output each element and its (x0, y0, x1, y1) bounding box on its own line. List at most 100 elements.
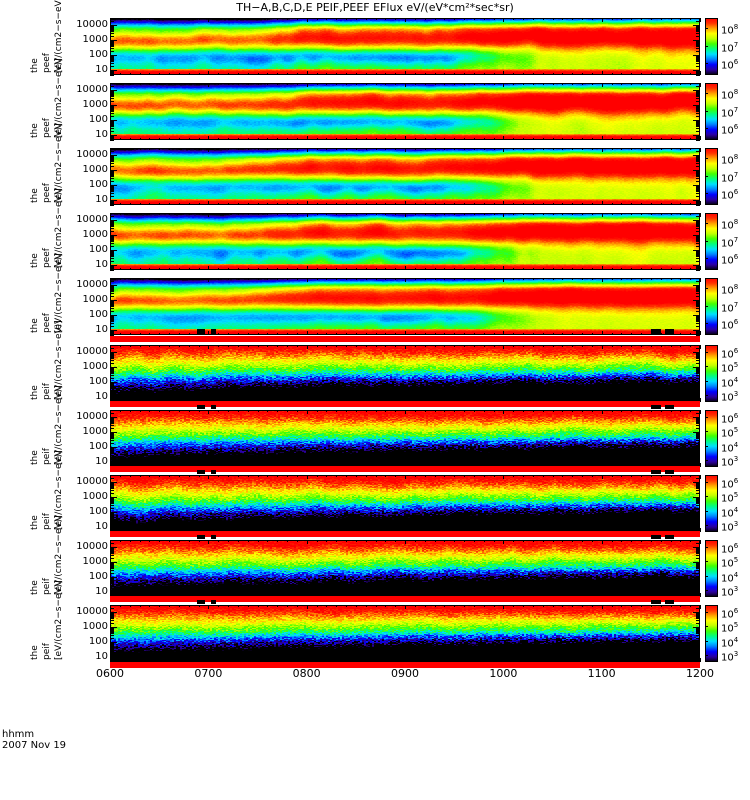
x-tick (267, 203, 268, 205)
y-tick (696, 171, 700, 172)
x-tick (317, 18, 318, 20)
x-tick (494, 410, 495, 412)
colorbar-tick-label: 104 (721, 505, 738, 519)
x-tick (297, 278, 298, 280)
x-tick (248, 138, 249, 140)
y-tick (110, 581, 114, 582)
x-tick (553, 18, 554, 20)
x-tick (444, 475, 445, 477)
y-tick (110, 332, 114, 333)
colorbar-tick-label: 104 (721, 570, 738, 584)
y-tick (696, 108, 700, 109)
x-tick (582, 333, 583, 335)
x-tick (553, 278, 554, 280)
y-tick (696, 570, 700, 571)
x-tick (494, 73, 495, 75)
x-tick (199, 203, 200, 205)
x-tick (523, 73, 524, 75)
x-tick (661, 73, 662, 75)
x-tick (208, 475, 209, 479)
spectrogram-image-peef-b (110, 83, 700, 140)
y-tick-label: 100 (88, 309, 108, 321)
x-tick (700, 528, 701, 532)
colorbar-tick-base: 10 (721, 320, 734, 332)
y-tick (696, 419, 700, 420)
x-tick (641, 345, 642, 347)
x-tick (503, 605, 504, 609)
x-tick (444, 268, 445, 270)
x-tick (395, 540, 396, 542)
y-tick (110, 42, 114, 43)
colorbar-tick-label: 103 (721, 519, 738, 533)
y-tick (110, 108, 114, 109)
x-tick (258, 83, 259, 85)
y-tick (696, 158, 700, 159)
y-axis-label: the (30, 450, 40, 465)
spectrogram-panel-peif-d (110, 540, 701, 598)
x-tick (287, 410, 288, 412)
y-tick (110, 398, 114, 399)
x-tick (494, 278, 495, 280)
y-tick (110, 216, 114, 217)
x-tick (208, 83, 209, 87)
y-tick (696, 385, 700, 386)
x-tick (366, 660, 367, 662)
colorbar-gradient (705, 345, 718, 402)
y-tick (696, 450, 700, 451)
y-tick (696, 48, 700, 49)
colorbar-tick-base: 10 (721, 25, 734, 37)
x-tick (651, 475, 652, 477)
x-tick-label: 0700 (194, 667, 223, 680)
y-tick (110, 482, 117, 483)
y-tick (696, 635, 700, 636)
x-tick (513, 148, 514, 150)
y-tick (696, 632, 700, 633)
x-tick (287, 605, 288, 607)
colorbar-peif-c (705, 475, 718, 532)
x-tick (356, 660, 357, 662)
x-tick (238, 660, 239, 662)
y-tick (696, 163, 700, 164)
x-tick (425, 345, 426, 347)
colorbar-tick-base: 10 (721, 302, 734, 314)
x-tick (533, 268, 534, 270)
x-tick (366, 18, 367, 20)
y-tick (696, 156, 700, 157)
y-tick (696, 505, 700, 506)
x-tick (218, 475, 219, 477)
y-tick (696, 648, 700, 649)
y-tick (696, 193, 700, 194)
y-tick (693, 527, 700, 528)
x-tick (562, 148, 563, 150)
x-tick (140, 333, 141, 335)
x-tick (140, 138, 141, 140)
x-tick (287, 203, 288, 205)
x-tick (602, 148, 603, 152)
y-tick (110, 29, 114, 30)
spectrogram-panel-peef-c (110, 148, 701, 206)
y-tick (110, 418, 114, 419)
x-tick (356, 540, 357, 542)
x-tick (356, 278, 357, 280)
y-tick (696, 239, 700, 240)
x-tick (671, 148, 672, 150)
y-tick (696, 436, 700, 437)
x-tick (415, 73, 416, 75)
x-tick (690, 203, 691, 205)
y-tick (110, 148, 114, 149)
x-tick (307, 266, 308, 270)
colorbar-tick-exponent: 8 (733, 283, 739, 292)
y-tick (110, 268, 114, 269)
colorbar-tick-label: 108 (721, 282, 738, 296)
y-tick (696, 266, 700, 267)
colorbar-peif-b (705, 410, 718, 467)
y-tick (696, 650, 700, 651)
x-tick (356, 605, 357, 607)
y-tick (696, 136, 700, 137)
y-tick (110, 330, 117, 331)
x-tick (258, 660, 259, 662)
y-tick (693, 462, 700, 463)
x-tick (543, 203, 544, 205)
x-tick (159, 73, 160, 75)
